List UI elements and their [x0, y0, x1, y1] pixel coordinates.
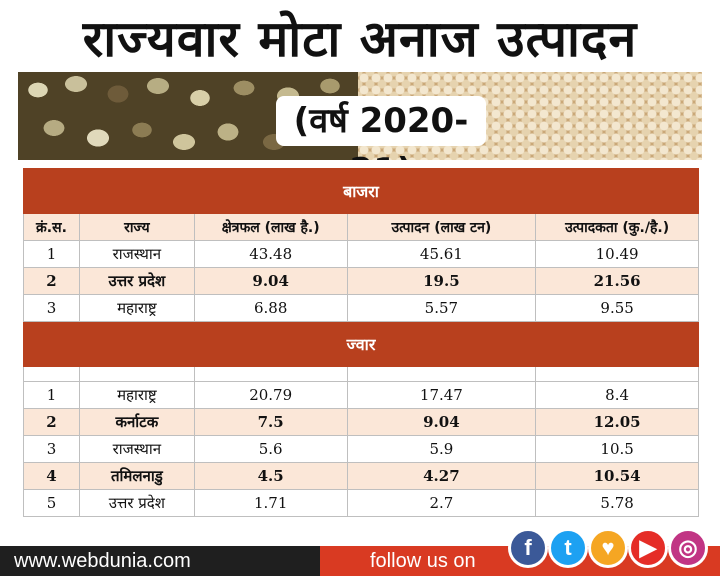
table-cell: 4.27 [346, 462, 537, 490]
table-cell: 9.04 [193, 267, 348, 295]
state-cell: राजस्थान [78, 240, 195, 268]
table-header-row: क्रं.स. राज्य क्षेत्रफल (लाख है.) उत्पादन (… [23, 213, 699, 241]
table-row: 2 कर्नाटक 7.5 9.04 12.05 [23, 408, 699, 436]
dailyhunt-icon[interactable]: ♥ [588, 528, 628, 568]
table-cell: 12.05 [535, 408, 699, 436]
table-row: 4 तमिलनाडु 4.5 4.27 10.54 [23, 462, 699, 490]
youtube-icon[interactable]: ▶ [628, 528, 668, 568]
table-cell: 4.5 [193, 462, 348, 490]
table-cell: 1.71 [193, 489, 348, 517]
table-cell: 43.48 [193, 240, 348, 268]
table-row: 3 राजस्थान 5.6 5.9 10.5 [23, 435, 699, 463]
table-cell: 1 [23, 240, 80, 268]
production-table: बाजरा क्रं.स. राज्य क्षेत्रफल (लाख है.) उत्प… [23, 168, 699, 517]
table-cell: 4 [23, 462, 80, 490]
table-cell: 9.04 [346, 408, 537, 436]
table-cell: 10.5 [535, 435, 699, 463]
section-title: ज्वार [23, 321, 699, 367]
table-cell: 10.49 [535, 240, 699, 268]
table-row: 5 उत्तर प्रदेश 1.71 2.7 5.78 [23, 489, 699, 517]
table-cell: 45.61 [346, 240, 537, 268]
column-header: उत्पादकता (कु./है.) [535, 213, 699, 241]
footer-left: www.webdunia.com [0, 546, 320, 576]
table-cell: 8.4 [535, 381, 699, 409]
website-link[interactable]: www.webdunia.com [14, 550, 191, 572]
spacer-cell [193, 366, 348, 382]
table-cell: 21.56 [535, 267, 699, 295]
table-cell: 10.54 [535, 462, 699, 490]
column-header: राज्य [78, 213, 195, 241]
instagram-icon[interactable]: ◎ [668, 528, 708, 568]
state-cell: उत्तर प्रदेश [78, 489, 195, 517]
table-cell: 20.79 [193, 381, 348, 409]
table-row: 2 उत्तर प्रदेश 9.04 19.5 21.56 [23, 267, 699, 295]
table-cell: 5.6 [193, 435, 348, 463]
state-cell: उत्तर प्रदेश [78, 267, 195, 295]
state-cell: कर्नाटक [78, 408, 195, 436]
section-spacer [23, 366, 699, 382]
table-cell: 3 [23, 294, 80, 322]
state-cell: राजस्थान [78, 435, 195, 463]
table-row: 3 महाराष्ट्र 6.88 5.57 9.55 [23, 294, 699, 322]
table-cell: 2 [23, 408, 80, 436]
section-header: बाजरा [23, 168, 699, 214]
twitter-icon[interactable]: t [548, 528, 588, 568]
table-cell: 2.7 [346, 489, 537, 517]
state-cell: महाराष्ट्र [78, 381, 195, 409]
spacer-cell [346, 366, 537, 382]
follow-label: follow us on [370, 550, 476, 572]
table-cell: 5.78 [535, 489, 699, 517]
table-cell: 9.55 [535, 294, 699, 322]
footer-bar: www.webdunia.com follow us on f t ♥ ▶ ◎ [0, 528, 720, 576]
table-cell: 19.5 [346, 267, 537, 295]
table-cell: 17.47 [346, 381, 537, 409]
table-cell: 3 [23, 435, 80, 463]
state-cell: तमिलनाडु [78, 462, 195, 490]
table-row: 1 महाराष्ट्र 20.79 17.47 8.4 [23, 381, 699, 409]
table-cell: 5.9 [346, 435, 537, 463]
table-cell: 7.5 [193, 408, 348, 436]
column-header: उत्पादन (लाख टन) [346, 213, 537, 241]
section-header: ज्वार [23, 321, 699, 367]
spacer-cell [23, 366, 80, 382]
table-cell: 6.88 [193, 294, 348, 322]
grain-banner-image: (वर्ष 2020-21) [18, 72, 702, 160]
table-cell: 5.57 [346, 294, 537, 322]
table-cell: 1 [23, 381, 80, 409]
table-cell: 5 [23, 489, 80, 517]
section-title: बाजरा [23, 168, 699, 214]
state-cell: महाराष्ट्र [78, 294, 195, 322]
column-header: क्रं.स. [23, 213, 80, 241]
facebook-icon[interactable]: f [508, 528, 548, 568]
spacer-cell [535, 366, 699, 382]
spacer-cell [78, 366, 195, 382]
table-cell: 2 [23, 267, 80, 295]
table-row: 1 राजस्थान 43.48 45.61 10.49 [23, 240, 699, 268]
column-header: क्षेत्रफल (लाख है.) [193, 213, 348, 241]
year-label: (वर्ष 2020-21) [276, 96, 486, 160]
page-title: राज्यवार मोटा अनाज उत्पादन [82, 10, 638, 68]
